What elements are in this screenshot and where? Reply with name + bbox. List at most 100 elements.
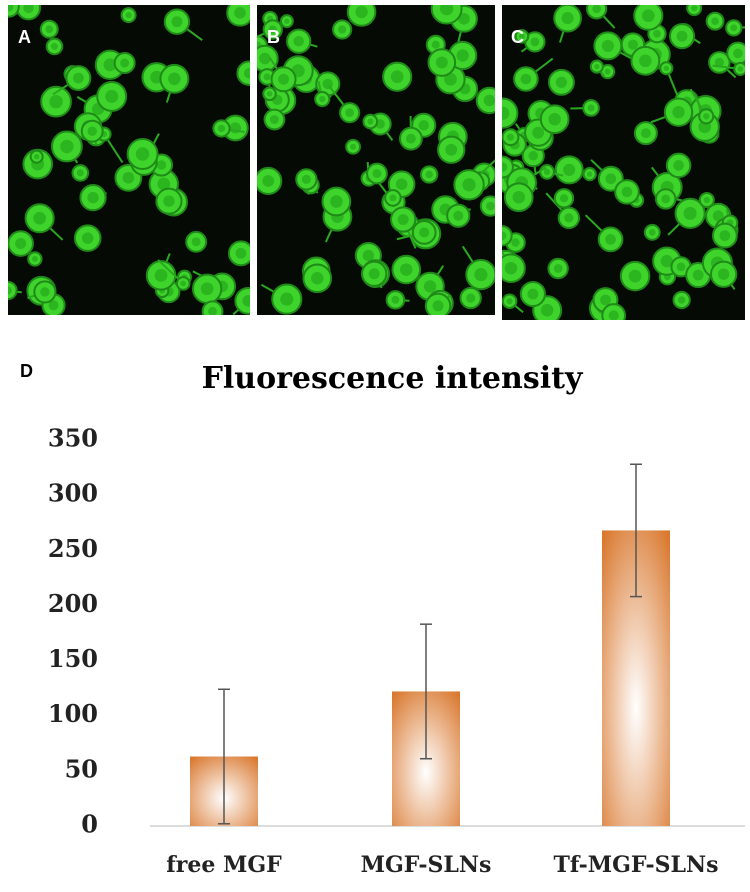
cell-nucleus (600, 294, 611, 306)
cell-nucleus (528, 150, 539, 161)
cell-nucleus (453, 210, 464, 221)
cell-nucleus (733, 48, 743, 59)
cell-nucleus (474, 268, 488, 282)
cell-nucleus (397, 214, 409, 226)
cell-nucleus (737, 66, 744, 72)
x-tick-label: MGF-SLNs (361, 852, 492, 878)
cell-nucleus (31, 255, 38, 262)
cell-nucleus (293, 35, 304, 47)
cell-nucleus (419, 227, 430, 238)
cell-nucleus (502, 162, 508, 172)
cell-nucleus (502, 231, 507, 241)
cell-nucleus (423, 280, 437, 293)
cell-nucleus (511, 238, 520, 247)
cell-nucleus (730, 24, 738, 32)
cell-nucleus (48, 300, 59, 311)
cell-nucleus (504, 261, 518, 275)
cell-nucleus (73, 72, 84, 84)
cell-nucleus (87, 191, 99, 204)
cell-nucleus (81, 232, 94, 244)
cell-nucleus (154, 268, 168, 282)
cell-nucleus (23, 5, 34, 14)
cell-nucleus (105, 89, 119, 103)
cell-process (211, 310, 218, 315)
cells (502, 5, 745, 320)
panel-label: A (18, 27, 31, 47)
cell-nucleus (49, 94, 63, 109)
cell-nucleus (445, 143, 458, 156)
cell-nucleus (621, 186, 633, 198)
cell-nucleus (559, 194, 569, 203)
panel-label: B (267, 27, 280, 47)
cell-nucleus (338, 25, 347, 34)
cell-nucleus (711, 17, 719, 25)
cell-nucleus (519, 33, 525, 40)
cell-nucleus (15, 237, 27, 250)
cell-nucleus (703, 113, 710, 120)
cell-nucleus (301, 174, 311, 184)
cell-nucleus (390, 70, 404, 84)
cell-nucleus (284, 18, 290, 24)
cell-nucleus (540, 303, 554, 317)
cell-nucleus (555, 76, 568, 88)
y-tick-label: 250 (48, 534, 98, 563)
cell-nucleus (520, 73, 532, 85)
cell-nucleus (122, 171, 135, 184)
cell-nucleus (564, 213, 574, 223)
cell-nucleus (120, 58, 130, 68)
cell-nucleus (87, 126, 97, 136)
cell-nucleus (605, 234, 616, 245)
cell-nucleus (163, 195, 175, 207)
panel-label: C (511, 27, 524, 47)
cell-nucleus (627, 39, 638, 50)
cell-nucleus (234, 7, 246, 19)
cell-nucleus (714, 57, 725, 68)
cell-nucleus (208, 306, 218, 315)
cell-nucleus (692, 269, 704, 281)
cell-nucleus (243, 67, 250, 79)
cell-nucleus (527, 288, 539, 300)
cell-nucleus (330, 195, 343, 208)
cell (502, 155, 514, 179)
cell-nucleus (76, 169, 84, 177)
cell (8, 280, 18, 301)
cell-nucleus (372, 169, 382, 178)
cell-nucleus (586, 171, 593, 177)
cell-nucleus (191, 237, 201, 247)
cell-nucleus (266, 90, 273, 97)
cell-nucleus (262, 175, 275, 187)
cell-nucleus (60, 139, 74, 154)
cell-nucleus (435, 56, 448, 69)
x-tick-label: Tf-MGF-SLNs (554, 852, 719, 878)
cell-nucleus (553, 264, 563, 273)
cell-nucleus (712, 210, 724, 222)
cell-nucleus (418, 120, 429, 131)
cell-nucleus (400, 263, 413, 276)
cell-nucleus (530, 37, 540, 47)
cell-nucleus (45, 25, 54, 34)
cell (502, 97, 519, 129)
cell-nucleus (395, 178, 408, 190)
cell-nucleus (506, 133, 515, 141)
cell-nucleus (125, 11, 132, 19)
cell-nucleus (466, 293, 476, 303)
cell-nucleus (703, 196, 710, 204)
y-tick-label: 0 (81, 810, 98, 839)
cell-nucleus (608, 310, 619, 320)
cell-nucleus (717, 268, 730, 280)
cell-nucleus (506, 298, 513, 305)
y-tick-label: 200 (48, 589, 98, 618)
cell-nucleus (676, 262, 686, 272)
cell-nucleus (660, 254, 673, 268)
y-tick-label: 100 (48, 699, 98, 728)
cell-nucleus (439, 5, 454, 16)
y-tick-label: 150 (48, 644, 98, 673)
cell-nucleus (156, 160, 167, 170)
cell-nucleus (8, 286, 12, 295)
cell-nucleus (502, 106, 510, 120)
cell-process (8, 6, 10, 11)
cell-nucleus (425, 170, 433, 179)
cell-nucleus (653, 29, 661, 38)
cell-nucleus (259, 52, 271, 65)
cell-nucleus (362, 249, 375, 262)
